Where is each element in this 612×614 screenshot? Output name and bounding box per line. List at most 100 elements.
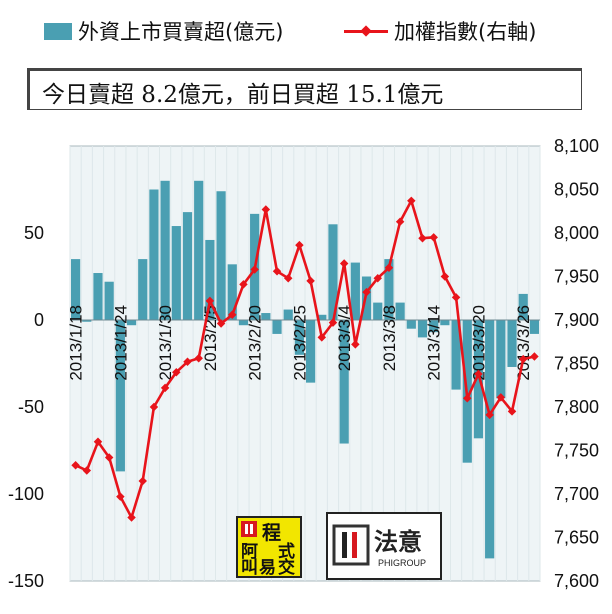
bar — [93, 273, 103, 320]
bar-swatch-icon — [44, 22, 72, 40]
line-point — [518, 354, 528, 364]
right-axis-tick-label: 7,700 — [554, 484, 599, 504]
bar — [182, 212, 193, 320]
bar — [149, 189, 159, 320]
annotation-box: 今日賣超 8.2億元，前日買超 15.1億元 — [27, 68, 582, 110]
legend-line-label: 加權指數(右軸) — [394, 20, 537, 44]
bar — [138, 259, 148, 320]
logo-ajiao-program-trading: 程 阿 式 叫 交 易 — [236, 516, 302, 578]
svg-text:阿: 阿 — [241, 542, 258, 562]
bar — [272, 320, 282, 334]
line-point — [463, 394, 472, 403]
bar — [328, 224, 338, 320]
line-point — [328, 318, 338, 327]
bar — [115, 320, 125, 472]
bar — [473, 320, 484, 439]
bar — [227, 264, 237, 320]
line-point — [250, 265, 259, 274]
line-point — [440, 272, 450, 281]
bar — [317, 314, 327, 320]
bar — [216, 191, 226, 320]
line-point — [116, 492, 125, 501]
svg-text:易: 易 — [259, 558, 276, 576]
right-axis-tick-label: 8,100 — [554, 136, 599, 156]
line-point — [239, 280, 248, 289]
line-point — [317, 333, 327, 342]
bar — [417, 320, 428, 338]
bar — [126, 320, 137, 326]
right-axis-tick-label: 7,900 — [554, 310, 599, 330]
line-point — [485, 410, 494, 420]
line-point — [306, 276, 315, 286]
line-point — [261, 205, 271, 214]
svg-text:叫: 叫 — [241, 558, 258, 576]
line-point — [339, 259, 349, 268]
svg-text:程: 程 — [262, 522, 281, 544]
bar — [294, 320, 304, 355]
line-point — [429, 233, 438, 242]
line-point — [373, 273, 382, 283]
line-point — [160, 383, 170, 393]
line-point — [496, 393, 506, 402]
line-point — [216, 319, 226, 328]
svg-text:式: 式 — [278, 541, 295, 562]
svg-text:法意: 法意 — [374, 528, 422, 556]
bar — [361, 276, 372, 320]
line-point — [474, 369, 483, 379]
right-axis-tick-label: 7,850 — [554, 354, 599, 374]
date-tick-label: 2013/1/30 — [156, 305, 175, 381]
logo-ajiao-icon: 程 阿 式 叫 交 易 — [241, 521, 295, 578]
date-tick-label: 2013/3/4 — [335, 305, 354, 371]
line-point — [228, 310, 237, 320]
line-point — [71, 461, 80, 470]
line-point — [205, 296, 215, 306]
date-tick-label: 2013/3/8 — [380, 305, 399, 371]
bar — [339, 320, 349, 444]
bar — [406, 320, 416, 329]
right-axis-tick-label: 8,050 — [554, 180, 599, 200]
line-point — [384, 263, 394, 273]
date-tick-label: 2013/3/14 — [425, 305, 444, 381]
left-axis-tick-label: 0 — [34, 310, 44, 330]
legend-item-line: 加權指數(右軸) — [344, 16, 536, 46]
bar — [160, 180, 170, 320]
bar — [283, 309, 293, 320]
bar — [171, 226, 181, 320]
line-point — [295, 240, 304, 250]
line-point — [172, 367, 181, 377]
bar — [350, 262, 360, 320]
bar — [395, 302, 405, 320]
bar — [518, 293, 528, 320]
line-point — [362, 287, 371, 297]
left-axis-tick-label: -150 — [8, 571, 44, 591]
annotation-text: 今日賣超 8.2億元，前日買超 15.1億元 — [42, 82, 444, 108]
bar — [496, 320, 506, 399]
bar — [429, 320, 439, 333]
right-axis-tick-label: 7,950 — [554, 267, 599, 287]
logo-phigroup-icon: 法意 PHIGROUP — [332, 524, 426, 568]
date-tick-label: 2013/2/20 — [246, 305, 265, 381]
line-point — [351, 340, 360, 349]
bar — [71, 259, 81, 320]
bar — [440, 320, 450, 326]
date-tick-label: 2013/3/26 — [514, 305, 533, 381]
line-point — [138, 476, 147, 486]
bar — [529, 320, 539, 334]
line-point — [82, 466, 92, 475]
date-tick-label: 2013/1/24 — [111, 305, 130, 381]
left-axis-tick-label: -50 — [18, 397, 44, 417]
line-point — [530, 352, 539, 361]
index-line — [75, 199, 535, 519]
line-point — [507, 407, 517, 416]
left-axis-tick-label: -100 — [8, 484, 44, 504]
right-axis-tick-label: 7,750 — [554, 441, 599, 461]
line-point — [418, 233, 427, 243]
right-axis-tick-label: 7,650 — [554, 528, 599, 548]
line-point — [395, 217, 405, 226]
logo-phigroup: 法意 PHIGROUP — [326, 512, 442, 580]
line-point — [272, 267, 282, 276]
line-point — [93, 437, 103, 447]
line-point — [183, 357, 192, 367]
bar — [104, 281, 114, 320]
